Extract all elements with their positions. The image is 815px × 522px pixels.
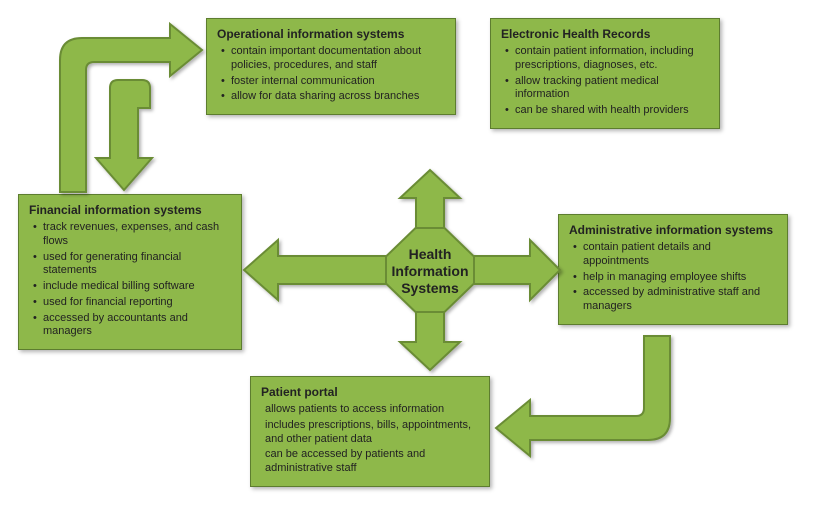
center-line2: Information bbox=[392, 263, 469, 279]
center-label: Health Information Systems bbox=[362, 246, 498, 296]
center-line1: Health bbox=[409, 246, 452, 262]
center-line3: Systems bbox=[401, 280, 459, 296]
